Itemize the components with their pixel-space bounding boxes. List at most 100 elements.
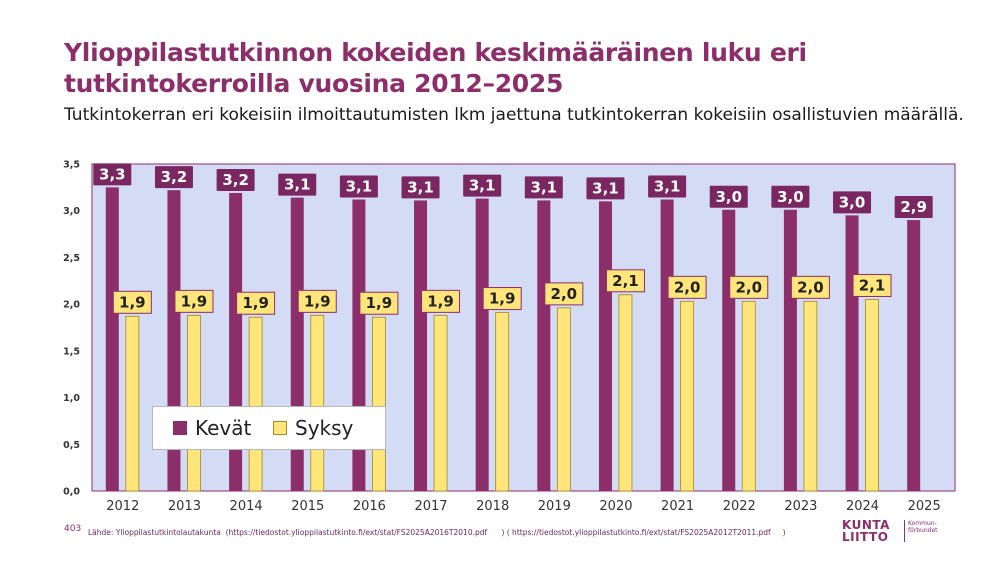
bar-kevat [660,199,674,491]
data-label-kevat: 3,0 [715,188,742,206]
data-label-box-syksy [729,275,769,299]
x-tick-label: 2025 [908,499,941,514]
bar-syksy [803,300,818,492]
data-label-syksy: 2,1 [612,272,639,290]
bar-syksy [495,312,510,492]
data-label-box-kevat [648,175,687,198]
bar-syksy [865,299,879,492]
bar-kevat [598,201,612,491]
bar-kevat [414,200,428,492]
data-label-box-kevat [771,185,810,208]
bar-syksy [741,300,756,492]
data-label-box-syksy [112,290,152,314]
data-label-box-kevat [524,176,563,199]
data-label-kevat: 3,1 [654,178,681,196]
x-tick-label: 2012 [106,499,139,514]
bar-syksy [248,316,263,492]
data-label-box-syksy [544,282,584,306]
data-label-syksy: 2,0 [674,278,701,296]
legend-swatch-kevat [173,421,187,435]
x-tick-label: 2016 [353,499,386,514]
data-label-kevat: 3,1 [407,178,434,196]
x-tick-label: 2023 [784,499,817,514]
x-tick-label: 2022 [723,499,756,514]
logo-separator [904,520,905,542]
data-label-syksy: 1,9 [489,290,516,308]
chart-subtitle: Tutkintokerran eri kokeisiin ilmoittautu… [64,105,964,125]
data-label-box-syksy [174,289,214,313]
data-label-box-kevat [401,176,440,199]
bar-syksy [371,316,386,492]
bar-kevat [722,209,736,491]
data-label-kevat: 3,1 [346,178,373,196]
data-label-box-kevat [833,191,872,214]
data-label-kevat: 2,9 [900,198,927,216]
x-tick-label: 2019 [538,499,571,514]
kuntaliitto-logo: KUNTA LIITTO Kommun- förbundet [842,519,952,549]
data-label-box-syksy [667,275,707,299]
page-number: 403 [64,524,82,534]
data-label-kevat: 3,1 [531,178,558,196]
bar-kevat [537,200,551,492]
data-label-kevat: 3,2 [222,171,249,189]
x-tick-label: 2021 [661,499,694,514]
data-label-box-kevat [278,173,317,196]
x-tick-label: 2018 [476,499,509,514]
data-label-box-kevat [154,166,193,189]
x-tick-label: 2024 [846,499,879,514]
data-label-syksy: 2,0 [551,285,578,303]
bar-syksy [680,300,695,492]
data-label-box-kevat [894,196,933,219]
bar-syksy [433,314,448,492]
legend-label-syksy: Syksy [295,416,354,440]
y-tick-label: 3,5 [63,160,80,171]
y-tick-label: 0,5 [63,440,80,451]
data-label-box-syksy [852,273,892,297]
bar-kevat [783,209,797,491]
bar-kevat [907,220,921,492]
bar-syksy [187,314,201,492]
bar-kevat [475,198,489,491]
source-note: Lähde: Ylioppilastutkintolautakunta (htt… [88,528,786,537]
y-tick-label: 2,0 [63,300,80,311]
y-tick-label: 1,0 [63,393,80,404]
data-label-box-syksy [297,289,337,313]
data-label-kevat: 3,0 [777,188,804,206]
bar-syksy [556,307,571,492]
data-label-syksy: 1,9 [427,292,454,310]
legend-swatch-syksy [273,421,287,435]
bar-kevat [845,215,859,491]
data-label-box-syksy [236,291,276,315]
logo-subtitle: Kommun- förbundet [908,520,938,534]
data-label-syksy: 1,9 [119,293,146,311]
data-label-box-kevat [216,168,255,191]
data-label-kevat: 3,2 [161,168,188,186]
data-label-syksy: 2,1 [859,276,886,294]
logo-wordmark: KUNTA LIITTO [842,518,890,544]
data-label-box-kevat [586,177,625,200]
x-tick-label: 2015 [291,499,324,514]
legend-label-kevat: Kevät [195,416,252,440]
y-tick-label: 0,0 [63,487,80,498]
chart-title: Ylioppilastutkinnon kokeiden keskimääräi… [64,38,807,98]
bar-syksy [618,294,633,492]
data-label-box-kevat [339,175,378,198]
data-label-kevat: 3,1 [592,179,619,197]
data-label-syksy: 1,9 [304,292,331,310]
x-tick-label: 2013 [168,499,201,514]
x-tick-label: 2017 [414,499,447,514]
data-label-syksy: 1,9 [366,294,393,312]
data-label-box-kevat [463,174,502,197]
chart-legend: Kevät Syksy [152,406,386,450]
data-label-syksy: 1,9 [242,294,269,312]
data-label-box-syksy [421,289,461,313]
x-tick-label: 2020 [599,499,632,514]
data-label-syksy: 2,0 [735,278,762,296]
y-tick-label: 1,5 [63,346,80,357]
data-label-box-kevat [709,185,748,208]
data-label-box-syksy [790,275,830,299]
y-tick-label: 3,0 [63,206,80,217]
data-label-kevat: 3,1 [469,177,496,195]
data-label-kevat: 3,3 [99,165,126,183]
